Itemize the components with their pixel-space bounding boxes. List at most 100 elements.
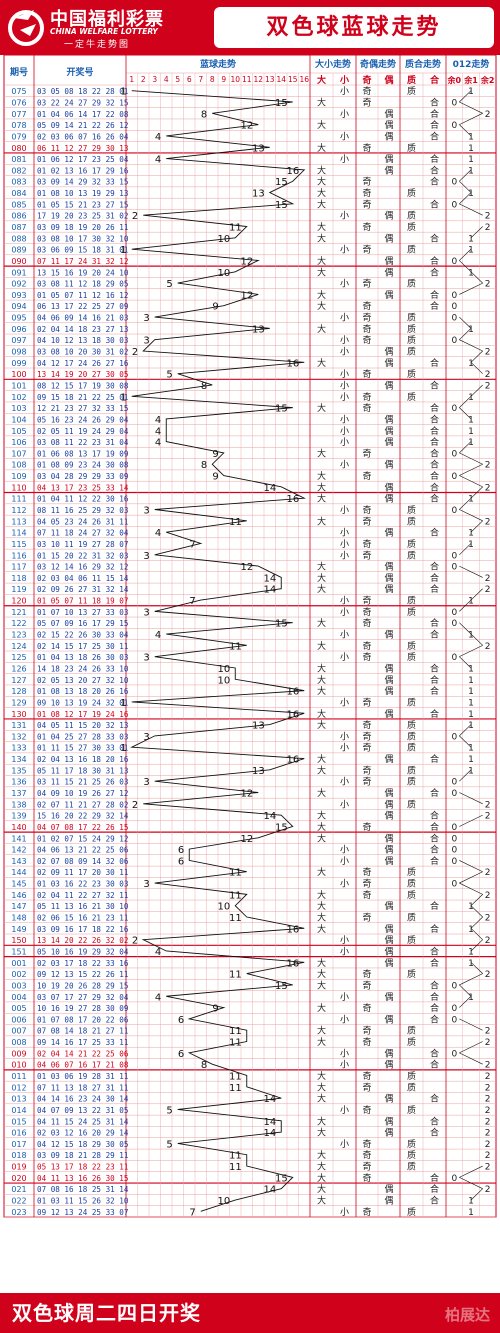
issue-number: 012	[11, 1083, 26, 1092]
mod-mark: 0	[451, 732, 457, 742]
blue-ball-value: 10	[218, 268, 231, 279]
size-mark: 大	[317, 255, 326, 267]
draw-numbers: 04 06 13 21 22 25 06	[37, 846, 129, 855]
parity-mark: 奇	[362, 549, 371, 561]
issue-number: 150	[11, 936, 26, 945]
draw-numbers: 04 07 08 17 22 26 15	[37, 823, 128, 832]
draw-numbers: 03 11 15 21 25 26 03	[37, 778, 128, 787]
prime-mark: 质	[407, 1081, 416, 1093]
issue-number: 122	[11, 619, 26, 628]
blue-ball-value: 8	[201, 109, 207, 120]
size-mark: 大	[317, 323, 326, 335]
issue-number: 105	[11, 427, 26, 436]
parity-mark: 奇	[362, 1149, 371, 1161]
issue-number: 004	[11, 993, 26, 1002]
blue-ball-value: 4	[155, 415, 161, 426]
blue-ball-value: 1	[120, 87, 126, 98]
mod-mark: 2	[485, 370, 491, 380]
parity-mark: 奇	[362, 391, 371, 403]
size-mark: 小	[340, 607, 349, 618]
size-mark: 小	[340, 1048, 349, 1059]
issue-number: 110	[11, 483, 26, 492]
prime-mark: 质	[407, 1036, 416, 1048]
draw-numbers: 01 02 07 15 24 29 12	[37, 834, 128, 843]
blue-ball-value: 11	[229, 970, 242, 981]
draw-numbers: 02 04 13 16 18 20 16	[37, 755, 129, 764]
blue-ball-value: 6	[178, 1049, 184, 1060]
size-mark: 大	[317, 289, 326, 301]
blue-ball-value: 11	[229, 1151, 242, 1162]
mod-mark: 1	[468, 415, 474, 425]
parity-mark: 奇	[362, 1161, 371, 1173]
issue-number: 002	[11, 970, 26, 979]
prime-mark: 质	[407, 549, 416, 561]
blue-ball-value: 15	[275, 200, 288, 211]
parity-mark: 偶	[384, 1183, 393, 1195]
brand-name-cn: 中国福利彩票	[50, 9, 164, 30]
issue-number: 109	[11, 472, 26, 481]
blue-column-label: 13	[265, 75, 275, 84]
blue-ball-value: 4	[155, 155, 161, 166]
size-mark: 大	[317, 583, 326, 595]
size-mark: 小	[340, 652, 349, 663]
mod-trend-segment	[459, 452, 483, 465]
size-mark: 大	[317, 1093, 326, 1105]
mod-trend-segment	[470, 939, 483, 952]
draw-numbers: 02 04 14 18 23 27 13	[37, 325, 128, 334]
mod-trend-segment	[470, 633, 483, 646]
blue-ball-value: 12	[241, 256, 254, 267]
draw-numbers: 08 11 16 25 29 32 03	[37, 506, 128, 515]
blue-ball-value: 3	[143, 313, 149, 324]
size-mark: 大	[317, 515, 326, 527]
draw-numbers: 01 03 06 19 28 31 11	[37, 1072, 129, 1081]
prime-mark: 质	[407, 719, 416, 731]
prime-mark: 合	[430, 685, 439, 697]
mod-trend-segment	[459, 113, 483, 125]
blue-ball-value: 14	[264, 1094, 277, 1105]
parity-mark: 偶	[384, 844, 393, 856]
issue-number: 081	[11, 155, 26, 164]
mod-mark: 1	[468, 959, 474, 969]
draw-numbers: 07 11 18 24 27 32 04	[37, 529, 129, 538]
draw-numbers: 02 14 15 17 25 30 11	[37, 642, 129, 651]
parity-mark: 奇	[362, 244, 371, 256]
parity-mark: 偶	[384, 957, 393, 969]
draw-numbers: 01 07 08 17 20 22 06	[37, 1015, 129, 1024]
mod-mark: 2	[485, 914, 491, 924]
prime-mark: 合	[430, 413, 439, 425]
parity-mark: 奇	[362, 696, 371, 708]
parity-column-label: 奇	[362, 74, 371, 86]
mod-mark: 2	[485, 1027, 491, 1037]
prime-mark: 合	[430, 459, 439, 471]
issue-number: 112	[11, 506, 26, 515]
draw-numbers: 13 15 16 19 20 24 10	[37, 268, 129, 277]
blue-ball-value: 13	[252, 721, 265, 732]
issue-number: 092	[11, 280, 26, 289]
blue-column-label: 10	[230, 75, 240, 84]
mod-trend-segment	[459, 996, 472, 1008]
mod-mark: 1	[468, 393, 474, 403]
blue-ball-value: 3	[143, 607, 149, 618]
size-mark: 大	[317, 753, 326, 765]
blue-ball-value: 13	[252, 324, 265, 335]
parity-mark: 偶	[384, 810, 393, 822]
issue-number: 021	[11, 1185, 26, 1194]
blue-ball-value: 2	[132, 211, 138, 222]
parity-mark: 偶	[384, 1013, 393, 1025]
size-mark: 大	[317, 164, 326, 176]
mod-mark: 1	[468, 993, 474, 1003]
draw-numbers: 04 12 17 24 26 27 16	[37, 359, 129, 368]
mod-mark: 2	[485, 1061, 491, 1071]
parity-mark: 偶	[384, 572, 393, 584]
mod-mark: 0	[451, 846, 457, 856]
draw-numbers: 03 12 14 16 29 32 12	[37, 563, 128, 572]
mod-mark: 2	[485, 348, 491, 358]
parity-mark: 奇	[362, 187, 371, 199]
mod-trend-segment	[459, 497, 472, 510]
blue-ball-value: 3	[143, 653, 149, 664]
draw-numbers: 05 11 13 16 21 30 10	[37, 902, 129, 911]
prime-mark: 合	[430, 945, 439, 957]
draw-numbers: 07 11 17 24 31 32 12	[37, 257, 128, 266]
parity-mark: 奇	[362, 821, 371, 833]
